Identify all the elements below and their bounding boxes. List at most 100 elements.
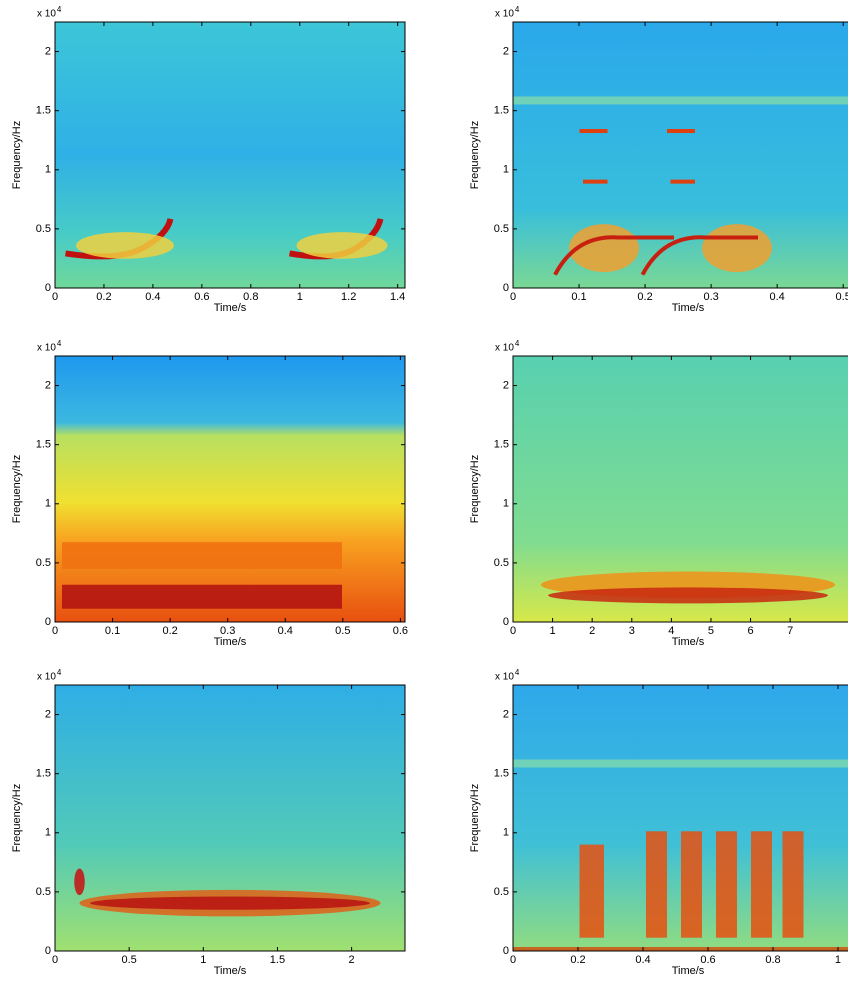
x-tick-label: 0.4 — [770, 291, 785, 303]
y-tick-label: 0.5 — [494, 886, 509, 898]
texture — [62, 584, 342, 609]
y-tick-label: 2 — [503, 379, 509, 391]
texture — [646, 831, 667, 938]
x-tick-label: 0.5 — [836, 291, 848, 303]
spectrogram-background — [513, 22, 848, 288]
axes-box — [54, 684, 406, 952]
y-tick-label: 2 — [503, 45, 509, 57]
y-tick-label: 1 — [45, 827, 51, 839]
x-tick-label: 1.2 — [341, 291, 356, 303]
y-axis-label: Frequency/Hz — [11, 455, 23, 523]
texture — [640, 235, 758, 276]
y-tick-label: 2 — [45, 45, 51, 57]
x-tick-label: 1 — [550, 625, 556, 637]
y-tick-label: 1.5 — [494, 768, 509, 780]
texture — [513, 759, 848, 768]
x-tick-label: 1 — [835, 954, 841, 966]
x-axis-label: Time/s — [672, 965, 705, 977]
texture — [702, 224, 772, 273]
x-tick-label: 0 — [510, 954, 516, 966]
x-tick-label: 1 — [297, 291, 303, 303]
x-tick-label: 1 — [200, 954, 206, 966]
x-tick-label: 1.5 — [270, 954, 285, 966]
spectrogram-background — [55, 356, 405, 622]
y-multiplier: x 10 — [495, 672, 514, 683]
axes-box — [512, 684, 848, 952]
texture — [90, 896, 370, 910]
x-tick-label: 0.4 — [145, 291, 160, 303]
x-tick-label: 0.4 — [635, 954, 650, 966]
x-tick-label: 0.8 — [243, 291, 258, 303]
y-axis-label: Frequency/Hz — [11, 784, 23, 852]
y-tick-label: 1.5 — [36, 439, 51, 451]
texture — [751, 831, 772, 938]
y-tick-label: 0.5 — [36, 557, 51, 569]
texture — [579, 844, 604, 938]
y-tick-label: 1.5 — [494, 439, 509, 451]
texture — [716, 831, 737, 938]
y-exponent: 4 — [515, 668, 520, 677]
x-tick-label: 0 — [510, 291, 516, 303]
y-tick-label: 1 — [503, 498, 509, 510]
y-tick-label: 0 — [503, 282, 509, 294]
spectrogram-image — [55, 685, 405, 951]
x-axis-label: Time/s — [214, 965, 247, 977]
x-tick-label: 5 — [708, 625, 714, 637]
y-tick-label: 2 — [503, 708, 509, 720]
x-tick-label: 0 — [52, 625, 58, 637]
y-axis-label: Frequency/Hz — [11, 121, 23, 189]
x-axis-label: Time/s — [214, 636, 247, 648]
x-axis-label: Time/s — [672, 636, 705, 648]
y-tick-label: 1 — [45, 164, 51, 176]
y-exponent: 4 — [515, 339, 520, 348]
y-multiplier: x 10 — [37, 343, 56, 354]
y-tick-label: 0.5 — [36, 223, 51, 235]
spectrogram-image — [55, 356, 405, 622]
x-tick-label: 0.3 — [703, 291, 718, 303]
x-tick-label: 0.2 — [162, 625, 177, 637]
y-tick-label: 0.5 — [494, 223, 509, 235]
y-tick-label: 1.5 — [494, 105, 509, 117]
x-tick-label: 0.3 — [220, 625, 235, 637]
texture — [62, 542, 342, 569]
texture — [76, 232, 174, 259]
y-tick-label: 2 — [45, 379, 51, 391]
y-exponent: 4 — [515, 5, 520, 14]
x-axis-label: Time/s — [672, 302, 705, 314]
y-tick-label: 0 — [45, 616, 51, 628]
x-tick-label: 0.8 — [765, 954, 780, 966]
spectrogram-image — [513, 356, 848, 622]
y-axis-label: Frequency/Hz — [469, 784, 481, 852]
texture — [782, 831, 804, 938]
y-tick-label: 1 — [45, 498, 51, 510]
y-tick-label: 1 — [503, 827, 509, 839]
y-multiplier: x 10 — [495, 343, 514, 354]
axes-box — [512, 21, 848, 289]
y-multiplier: x 10 — [495, 9, 514, 20]
texture — [681, 831, 702, 938]
y-tick-label: 2 — [45, 708, 51, 720]
x-axis-label: Time/s — [214, 302, 247, 314]
y-tick-label: 0 — [45, 945, 51, 957]
x-tick-label: 0.6 — [393, 625, 408, 637]
y-tick-label: 1.5 — [36, 768, 51, 780]
y-exponent: 4 — [57, 5, 62, 14]
y-tick-label: 1.5 — [36, 105, 51, 117]
y-multiplier: x 10 — [37, 9, 56, 20]
x-tick-label: 0.6 — [700, 954, 715, 966]
texture — [513, 947, 848, 951]
y-tick-label: 1 — [503, 164, 509, 176]
y-tick-label: 0 — [503, 616, 509, 628]
y-tick-label: 0.5 — [494, 557, 509, 569]
axes-box — [512, 355, 848, 623]
y-axis-label: Frequency/Hz — [469, 455, 481, 523]
x-tick-label: 0.1 — [571, 291, 586, 303]
texture — [513, 96, 848, 105]
y-tick-label: 0 — [503, 945, 509, 957]
y-tick-label: 0 — [45, 282, 51, 294]
x-tick-label: 0.2 — [96, 291, 111, 303]
texture — [296, 232, 388, 259]
x-tick-label: 7 — [787, 625, 793, 637]
y-multiplier: x 10 — [37, 672, 56, 683]
